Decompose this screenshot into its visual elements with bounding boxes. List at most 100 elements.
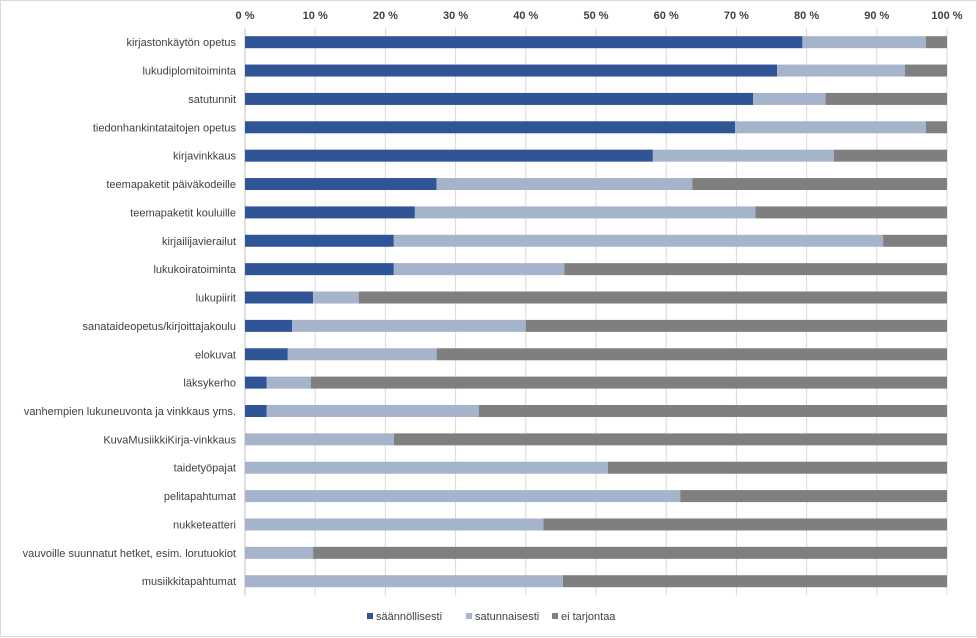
bar-segment <box>358 291 947 304</box>
category-label: sanataideopetus/kirjoittajakoulu <box>83 321 237 333</box>
bar-segment <box>292 319 526 332</box>
bar-segment <box>393 263 565 276</box>
category-label: lukupiirit <box>196 293 236 305</box>
category-label: kirjavinkkaus <box>173 151 236 163</box>
bar-segment <box>925 36 947 49</box>
bar-segment <box>245 64 778 77</box>
bar-segment <box>755 206 947 219</box>
x-tick-label: 10 % <box>303 10 328 22</box>
x-tick-label: 80 % <box>794 10 819 22</box>
bar-segment <box>904 64 947 77</box>
bar-segment <box>436 178 693 191</box>
category-label: lukukoiratoiminta <box>153 264 236 276</box>
x-tick-label: 40 % <box>513 10 538 22</box>
bar-segment <box>414 206 756 219</box>
bar-segment <box>925 121 947 134</box>
bar-segment <box>393 234 884 247</box>
bar-segment <box>543 518 947 531</box>
bar-segment <box>245 518 544 531</box>
bar-segment <box>478 404 947 417</box>
bar-segment <box>883 234 947 247</box>
bar-segment <box>525 319 947 332</box>
bar-segment <box>245 291 314 304</box>
bar-segment <box>652 149 834 162</box>
x-tick-label: 20 % <box>373 10 398 22</box>
bar-segment <box>563 575 947 588</box>
category-labels: kirjastonkäytön opetus lukudiplomitoimint… <box>23 37 237 588</box>
bar-segment <box>833 149 947 162</box>
bar-segment <box>245 263 394 276</box>
category-label: elokuvat <box>195 349 236 361</box>
category-label: lukudiplomitoiminta <box>142 66 236 78</box>
bar-segment <box>753 92 826 105</box>
bar-segment <box>777 64 905 77</box>
bar-segment <box>436 348 947 361</box>
bars <box>245 36 948 588</box>
bar-segment <box>287 348 437 361</box>
bar-segment <box>245 376 267 389</box>
legend-label: säännöllisesti <box>376 611 442 623</box>
legend-item: säännöllisesti <box>367 611 442 623</box>
x-tick-label: 100 % <box>931 10 962 22</box>
x-tick-label: 30 % <box>443 10 468 22</box>
x-tick-label: 50 % <box>583 10 608 22</box>
bar-segment <box>313 546 947 559</box>
category-label: tiedonhankintataitojen opetus <box>93 122 237 134</box>
category-label: teemapaketit päiväkodeille <box>106 179 236 191</box>
legend-swatch <box>552 613 558 619</box>
bar-segment <box>245 575 564 588</box>
bar-segment <box>245 178 437 191</box>
legend-label: ei tarjontaa <box>561 611 616 623</box>
bar-segment <box>245 433 394 446</box>
legend-swatch <box>367 613 373 619</box>
bar-segment <box>245 490 681 503</box>
bar-segment <box>266 404 479 417</box>
bar-segment <box>825 92 947 105</box>
bar-segment <box>245 121 735 134</box>
bar-segment <box>802 36 926 49</box>
legend-item: ei tarjontaa <box>552 611 616 623</box>
bar-segment <box>310 376 947 389</box>
bar-segment <box>734 121 926 134</box>
bar-segment <box>245 234 394 247</box>
category-label: nukketeatteri <box>173 519 236 531</box>
x-axis-ticks: 0 % 10 % 20 % 30 % 40 % 50 % 60 % 70 % 80 % 90 % 1… <box>236 10 963 22</box>
legend: säännöllisesti satunnaisesti ei tarjontaa <box>367 611 616 623</box>
category-label: kirjailijavierailut <box>162 236 236 248</box>
bar-segment <box>564 263 947 276</box>
category-label: läksykerho <box>183 378 236 390</box>
category-label: kirjastonkäytön opetus <box>127 37 237 49</box>
bar-segment <box>393 433 948 446</box>
bar-segment <box>692 178 947 191</box>
bar-segment <box>245 206 415 219</box>
bar-segment <box>680 490 947 503</box>
x-tick-label: 90 % <box>864 10 889 22</box>
bar-segment <box>245 319 293 332</box>
x-tick-label: 70 % <box>724 10 749 22</box>
x-tick-label: 0 % <box>236 10 255 22</box>
bar-segment <box>245 92 754 105</box>
category-label: satutunnit <box>188 94 236 106</box>
bar-segment <box>245 546 314 559</box>
category-label: pelitapahtumat <box>164 491 236 503</box>
category-label: vanhempien lukuneuvonta ja vinkkaus yms. <box>24 406 236 418</box>
legend-swatch <box>466 613 472 619</box>
bar-segment <box>245 404 267 417</box>
bar-segment <box>245 461 608 474</box>
category-label: KuvaMusiikkiKirja-vinkkaus <box>103 434 236 446</box>
bar-segment <box>607 461 947 474</box>
bar-segment <box>266 376 311 389</box>
x-tick-label: 60 % <box>654 10 679 22</box>
legend-item: satunnaisesti <box>466 611 539 623</box>
bar-segment <box>245 36 803 49</box>
category-label: teemapaketit kouluille <box>130 207 236 219</box>
category-label: musiikkitapahtumat <box>142 576 236 588</box>
bar-segment <box>245 348 288 361</box>
legend-label: satunnaisesti <box>475 611 539 623</box>
category-label: vauvoille suunnatut hetket, esim. lorutu… <box>23 548 236 560</box>
bar-segment <box>313 291 359 304</box>
category-label: taidetyöpajat <box>174 463 236 475</box>
gridlines <box>244 28 948 596</box>
